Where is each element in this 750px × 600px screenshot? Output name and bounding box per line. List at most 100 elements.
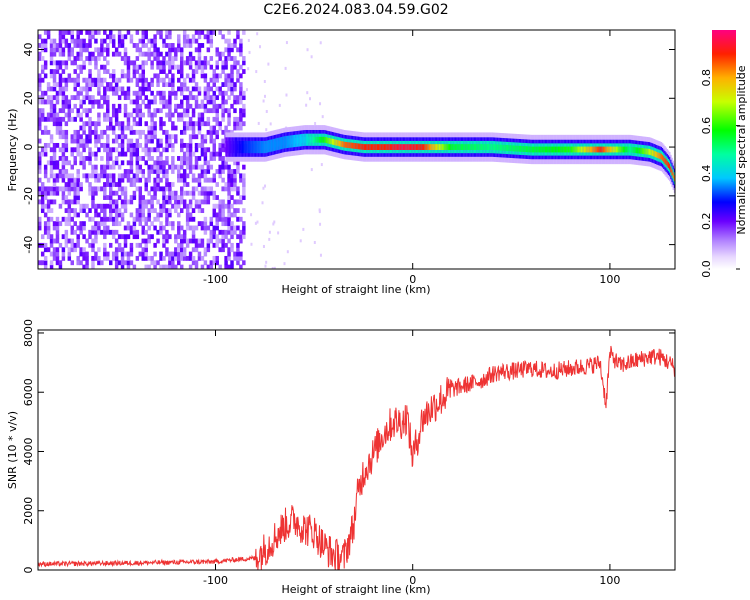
heatmap-cell [215,121,219,127]
heatmap-cell [191,229,196,235]
heatmap-cell [106,182,110,187]
heatmap-cell [132,234,137,240]
heatmap-cell [144,177,148,183]
heatmap-cell [209,216,214,222]
heatmap-cell [61,142,66,148]
heatmap-cell [123,112,128,118]
heatmap-cell [239,177,243,183]
heatmap-cell [243,144,245,150]
heatmap-cell [177,255,181,261]
heatmap-cell [94,221,98,227]
heatmap-cell [97,103,101,109]
heatmap-cell [138,221,143,227]
heatmap-cell [67,255,72,261]
heatmap-cell [165,264,169,269]
heatmap-cell [73,212,77,218]
heatmap-cell [70,164,74,170]
heatmap-cell [372,144,374,150]
heatmap-cell [100,203,104,209]
heatmap-cell [38,186,42,192]
heatmap-cell [599,146,601,153]
heatmap-cell [227,38,231,44]
heatmap-cell [266,143,269,150]
heatmap-cell [252,144,254,150]
heatmap-cell [203,225,208,231]
heatmap-cell [91,247,95,253]
heatmap-cell [70,30,74,35]
heatmap-cell [305,136,308,143]
heatmap-cell [85,95,89,101]
heatmap-cell [224,47,228,53]
heatmap-cell [179,199,184,205]
heatmap-cell [197,242,202,248]
heatmap-cell [185,56,190,61]
heatmap-cell [156,216,160,222]
heatmap-cell [52,69,57,74]
heatmap-cell [671,169,673,176]
heatmap-cell [85,212,89,218]
heatmap-cell [46,99,51,105]
heatmap-cell [144,264,148,269]
heatmap-cell [510,145,512,152]
heatmap-cell [230,242,234,248]
heatmap-cell [236,116,240,122]
heatmap-cell [188,164,193,170]
heatmap-cell [606,146,608,153]
heatmap-cell [144,138,148,144]
heatmap-cell [177,242,181,248]
heatmap-cell [144,34,148,40]
heatmap-cell [200,208,205,214]
heatmap-cell [185,238,190,244]
heatmap-cell [260,144,263,150]
heatmap-cell [55,82,60,87]
heatmap-cell [46,95,51,101]
heatmap-cell [153,216,157,222]
heatmap-cell [448,144,451,150]
heatmap-cell [197,182,202,187]
heatmap-cell [537,146,540,153]
heatmap-cell [106,151,110,157]
heatmap-cell [398,144,400,150]
heatmap-cell [515,145,517,152]
heatmap-cell [177,229,181,235]
heatmap-cell [227,95,231,101]
heatmap-cell [40,129,45,135]
heatmap-cell [418,144,420,150]
heatmap-cell [64,186,69,192]
heatmap-cell [203,147,208,153]
heatmap-cell [239,121,243,127]
heatmap-cell [438,144,440,150]
heatmap-cell [239,216,243,222]
heatmap-cell [138,90,143,96]
heatmap-cell [197,142,202,148]
heatmap-cell [182,177,187,183]
heatmap-cell [159,160,163,166]
heatmap-cell [52,108,57,114]
heatmap-cell [82,208,86,214]
heatmap-cell [40,260,45,266]
heatmap-cell [209,186,214,192]
heatmap-cell [159,208,163,214]
heatmap-cell [43,125,48,131]
heatmap-cell [209,260,214,266]
heatmap-cell [126,264,131,269]
heatmap-cell [188,212,193,218]
heatmap-cell [165,112,169,118]
heatmap-cell [177,169,181,174]
heatmap-cell [551,146,554,153]
heatmap-cell [123,51,128,57]
heatmap-cell [374,144,376,150]
heatmap-cell [179,177,184,183]
heatmap-cell [156,186,160,192]
heatmap-cell [135,103,140,109]
heatmap-cell [171,169,175,174]
heatmap-cell [76,51,80,57]
heatmap-cell [531,146,534,153]
heatmap-cell [147,216,151,222]
heatmap-cell [232,144,234,150]
heatmap-cell [396,144,399,150]
figure-title: C2E6.2024.083.04.59.G02 [263,2,448,18]
heatmap-cell [562,146,564,153]
heatmap-cell [91,173,95,179]
heatmap-cell [177,251,181,257]
